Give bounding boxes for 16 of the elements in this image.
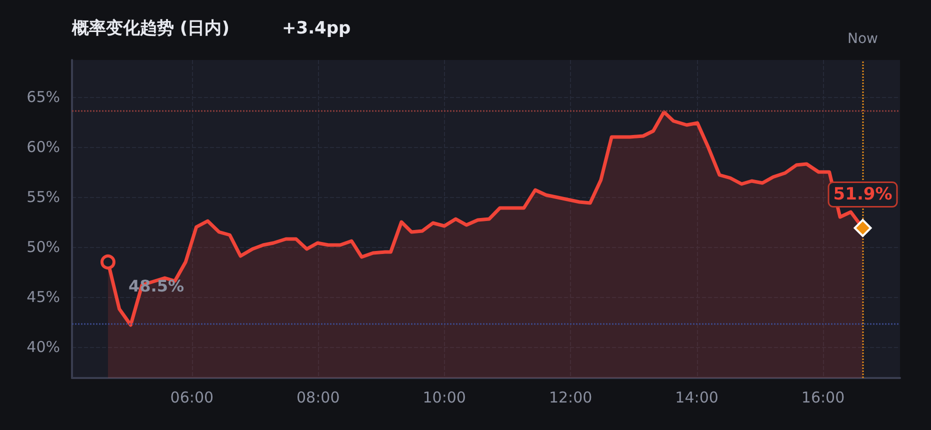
chart-title: 概率变化趋势 (日内): [71, 18, 230, 38]
y-tick-label: 65%: [26, 88, 60, 106]
y-tick-label: 40%: [26, 338, 60, 356]
y-tick-label: 45%: [26, 288, 60, 306]
ref-line-label: Now: [848, 31, 878, 47]
chart-subtitle: +3.4pp: [282, 18, 351, 38]
y-tick-label: 60%: [26, 138, 60, 156]
y-tick-label: 50%: [26, 238, 60, 256]
x-tick-label: 16:00: [801, 388, 845, 406]
x-tick-label: 12:00: [548, 388, 592, 406]
x-tick-label: 10:00: [422, 388, 466, 406]
y-tick-label: 55%: [26, 188, 60, 206]
annotation: 51.9%: [833, 184, 892, 204]
x-tick-label: 14:00: [675, 388, 718, 406]
x-tick-label: 06:00: [170, 388, 214, 406]
x-tick-label: 08:00: [296, 388, 340, 406]
